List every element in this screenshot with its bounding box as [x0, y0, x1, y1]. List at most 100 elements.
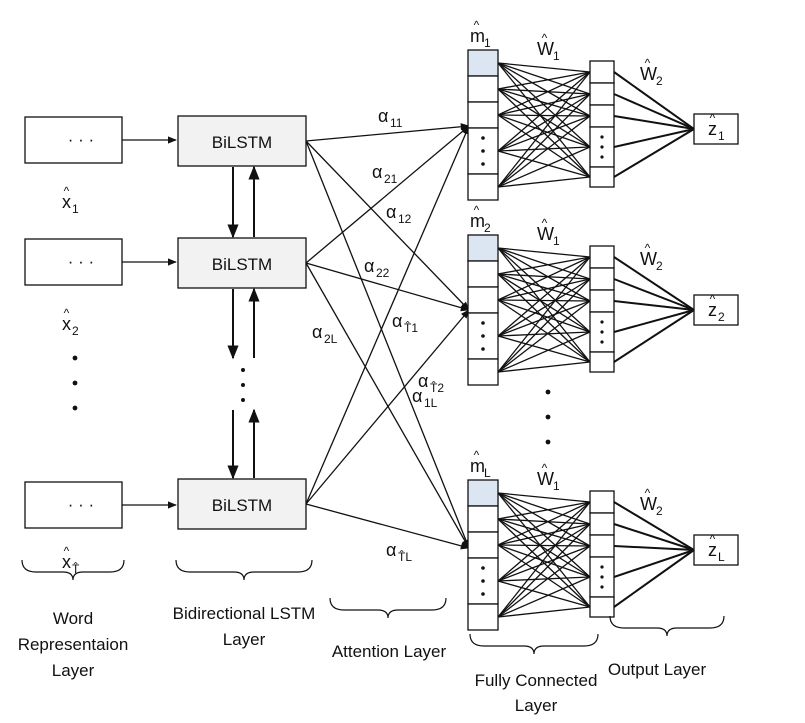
attention-weight-alpha: α: [418, 371, 428, 391]
fc-connection: [497, 88, 591, 117]
fc-connection: [497, 576, 591, 582]
m-vector-cell: [467, 173, 499, 201]
m-vector-ellipsis-dot: [481, 136, 485, 140]
fc-connection: [497, 501, 591, 582]
output-connection: [613, 128, 695, 178]
output-connection: [613, 309, 695, 333]
fc-connection: [497, 544, 591, 547]
brace-word-layer: [21, 559, 125, 581]
m-vector-label-sub: L: [484, 466, 491, 480]
fc-connection: [497, 62, 591, 117]
output-z-label-sub: 1: [718, 129, 725, 143]
fc-connection: [497, 580, 591, 608]
fc-connection: [497, 492, 591, 525]
hidden-vector-cell: [589, 289, 615, 313]
layer-caption-fc: Fully Connected: [475, 671, 598, 690]
hidden-vector-cell: [589, 166, 615, 188]
m-vector-label: m: [470, 456, 485, 476]
fc-connection: [497, 256, 591, 275]
hidden-vector-cell: [589, 596, 615, 618]
fc-connection: [497, 114, 591, 148]
attention-weight-alpha: α: [378, 106, 388, 126]
fc-connection: [497, 93, 591, 116]
hidden-vector-cell: [589, 534, 615, 558]
attention-weight-sub: 22: [376, 266, 390, 280]
fc-connection: [497, 299, 591, 302]
fc-connection: [497, 492, 591, 503]
weight-w1-label-hat: ^: [542, 31, 548, 45]
brace-bilstm-layer: [175, 559, 313, 581]
m-vector-cell: [467, 505, 499, 533]
input-label-x-hat: ^: [64, 306, 70, 320]
hidden-vector-ellipsis-dot: [600, 585, 604, 589]
weight-w1-label: W: [537, 39, 554, 59]
attention-weight-sub: 1L: [424, 396, 438, 410]
attention-weight-sub: T̂L: [398, 549, 412, 564]
fc-connection: [497, 115, 591, 188]
fc-connection: [497, 300, 591, 373]
word-vector-box: [24, 481, 123, 529]
m-vector-ellipsis-dot: [481, 334, 485, 338]
fc-connection: [497, 71, 591, 116]
m-vector-cell: [467, 358, 499, 386]
attention-weight-sub: 2L: [324, 332, 338, 346]
brace-output-layer: [609, 615, 725, 637]
attention-weight-alpha: α: [372, 162, 382, 182]
fc-connection: [497, 176, 591, 188]
fc-connection: [497, 501, 591, 546]
word-vector-ellipsis: · · ·: [68, 252, 94, 271]
fc-connection: [497, 146, 591, 188]
hidden-vector-cell: [589, 267, 615, 291]
m-vector-ellipsis-dot: [481, 321, 485, 325]
weight-w1-label: W: [537, 469, 554, 489]
m-vector-cell: [467, 234, 499, 262]
input-label-x-hat: ^: [64, 184, 70, 198]
m-vector-label-hat: ^: [474, 203, 480, 217]
m-vector-cell: [467, 479, 499, 507]
fc-connection: [497, 247, 591, 258]
hidden-vector-cell: [589, 245, 615, 269]
input-label-x-sub: T̂: [72, 561, 80, 576]
fc-connection: [497, 331, 591, 337]
attention-arrow: [305, 125, 470, 505]
hidden-vector-ellipsis-dot: [600, 320, 604, 324]
hidden-vector-ellipsis-dot: [600, 575, 604, 579]
weight-w1-label-hat: ^: [542, 461, 548, 475]
weight-w1-label: W: [537, 224, 554, 244]
output-connection: [613, 549, 695, 578]
fc-connection: [497, 62, 591, 95]
output-z-label-hat: ^: [710, 111, 716, 125]
fc-connection: [497, 518, 591, 525]
attention-arrow: [305, 309, 470, 505]
fc-connection: [497, 545, 591, 618]
fc-connection: [497, 247, 591, 280]
m-vector-ellipsis-dot: [481, 347, 485, 351]
m-vector-cell: [467, 286, 499, 314]
input-label-x-sub: 2: [72, 324, 79, 338]
attention-arrow: [305, 140, 470, 549]
fc-connection: [497, 523, 591, 582]
fc-connection: [497, 606, 591, 618]
fc-connection: [497, 361, 591, 373]
weight-w1-label-hat: ^: [542, 216, 548, 230]
output-connection: [613, 501, 695, 551]
bilstm-label: BiLSTM: [212, 133, 272, 152]
attention-weight-alpha: α: [364, 256, 374, 276]
fc-connection: [497, 150, 591, 178]
output-z-label: z: [708, 119, 717, 139]
attention-weight-sub: T̂1: [404, 320, 418, 335]
fc-connection: [497, 331, 591, 373]
bilstm-box: [177, 478, 307, 530]
fc-connection: [497, 93, 591, 188]
fc-connection: [497, 88, 591, 148]
fc-connection: [497, 71, 591, 90]
m-vector-cell: [467, 531, 499, 559]
hidden-vector-ellipsis-dot: [600, 145, 604, 149]
hidden-vector-ellipsis-dot: [600, 330, 604, 334]
hidden-vector-ellipsis-dot: [600, 565, 604, 569]
fc-connection: [497, 492, 591, 608]
block-ellipsis-dot: [545, 439, 551, 445]
m-vector-cell: [467, 603, 499, 631]
layer-caption-word: Layer: [52, 661, 95, 680]
diagram-shapes: [21, 49, 739, 655]
